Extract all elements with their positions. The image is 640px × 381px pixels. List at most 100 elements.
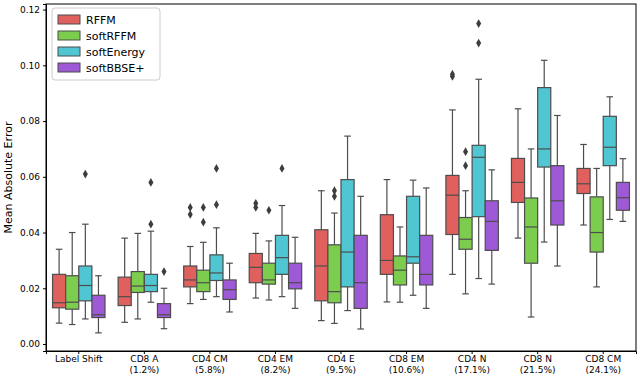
box [315, 230, 328, 301]
whisker-cap [161, 288, 168, 289]
median [79, 285, 92, 286]
y-axis-line [43, 5, 47, 352]
whisker-cap [449, 274, 456, 275]
legend-swatch [58, 31, 80, 40]
whisker [399, 227, 400, 256]
whisker [255, 283, 256, 298]
whisker-cap [213, 227, 220, 228]
x-tick: CD4 N(17.1%) [454, 351, 490, 375]
box [79, 266, 92, 301]
whisker [478, 79, 479, 145]
box [92, 295, 105, 317]
median [275, 257, 288, 258]
median [197, 282, 210, 283]
x-tick-label: CD4 CM(5.8%) [192, 354, 228, 374]
box [328, 245, 341, 303]
whisker-cap [331, 323, 338, 324]
whisker [596, 252, 597, 287]
whisker-cap [82, 224, 89, 225]
median [262, 279, 275, 280]
whisker-cap [226, 311, 233, 312]
box [590, 197, 603, 252]
whisker [478, 217, 479, 279]
whisker-cap [384, 179, 391, 180]
box [354, 235, 367, 308]
whisker-cap [344, 310, 351, 311]
whisker [413, 263, 414, 295]
plot: 0.000.020.040.060.080.100.12Label ShiftC… [20, 4, 637, 375]
legend: RFFMsoftRFFMsoftEnergysoftBBSE+ [52, 8, 160, 80]
legend-entry: RFFM [58, 14, 116, 27]
whisker-cap [135, 318, 142, 319]
box [275, 235, 288, 274]
outlier [332, 192, 337, 201]
whisker [163, 288, 164, 303]
x-axis: Label ShiftCD8 A(1.2%)CD4 CM(5.8%)CD4 EM… [47, 351, 637, 375]
x-tick: CD8 CM(24.1%) [585, 351, 621, 375]
whisker [334, 213, 335, 245]
y-tick-mark [43, 177, 46, 178]
whisker-cap [121, 322, 128, 323]
whisker [321, 191, 322, 230]
whisker-cap [397, 226, 404, 227]
legend-label: RFFM [86, 14, 116, 27]
whisker-cap [161, 328, 168, 329]
median [92, 314, 105, 315]
y-tick: 0.10 [20, 61, 46, 71]
whisker [85, 224, 86, 266]
whisker-cap [593, 168, 600, 169]
box [511, 158, 524, 202]
outlier [161, 267, 166, 276]
whisker [150, 292, 151, 303]
median [511, 182, 524, 183]
median [551, 200, 564, 201]
y-tick-label: 0.00 [20, 339, 40, 349]
whisker [281, 206, 282, 236]
outlier [148, 178, 153, 187]
x-tick: CD4 EM(8.2%) [258, 351, 293, 375]
whisker-cap [475, 278, 482, 279]
whisker [229, 263, 230, 280]
whisker-cap [620, 221, 627, 222]
whisker-cap [95, 332, 102, 333]
legend-label: softRFFM [86, 30, 136, 43]
box [249, 253, 262, 282]
median [446, 195, 459, 196]
whisker-cap [226, 263, 233, 264]
whisker [124, 306, 125, 323]
whisker-cap [607, 96, 614, 97]
x-tick: CD8 A(1.2%) [129, 351, 159, 375]
whisker [137, 233, 138, 271]
legend-swatch [58, 15, 80, 24]
whisker [557, 115, 558, 165]
y-tick-mark [43, 288, 46, 289]
whisker [609, 97, 610, 117]
whisker-cap [69, 324, 76, 325]
box [184, 266, 197, 287]
median [66, 302, 79, 303]
y-tick: 0.08 [20, 116, 46, 126]
whisker [150, 231, 151, 274]
whisker-cap [266, 240, 273, 241]
whisker-cap [554, 265, 561, 266]
median [223, 289, 236, 290]
box [472, 145, 485, 216]
whisker-cap [384, 301, 391, 302]
whisker-cap [187, 246, 194, 247]
legend-swatch [58, 47, 80, 56]
box [420, 235, 433, 285]
whisker [583, 194, 584, 225]
whisker [124, 238, 125, 277]
median [144, 285, 157, 286]
whisker [347, 136, 348, 179]
whisker [609, 166, 610, 220]
whisker [413, 180, 414, 196]
whisker [216, 280, 217, 296]
whisker-cap [148, 302, 155, 303]
outlier [188, 210, 193, 219]
chart: 0.000.020.040.060.080.100.12Label ShiftC… [0, 0, 640, 381]
whisker-cap [607, 219, 614, 220]
box [262, 263, 275, 284]
median [538, 148, 551, 149]
whisker [544, 167, 545, 242]
